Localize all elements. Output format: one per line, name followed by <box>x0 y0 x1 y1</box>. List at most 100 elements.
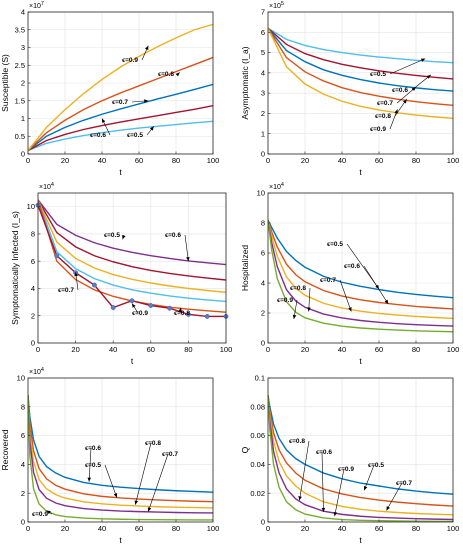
y-exponent-label: ×104 <box>29 367 44 376</box>
y-axis-title: Symptomatically Infected (I_s) <box>10 211 20 325</box>
annotation-eps-0-9: ϵ=0.9 <box>122 57 138 64</box>
annotation-arrowhead <box>411 87 416 92</box>
annotation-eps-0-6: ϵ=0.6 <box>316 449 332 456</box>
x-tick-label: 40 <box>338 156 346 165</box>
x-tick-label: 20 <box>301 345 309 354</box>
annotation-eps-0-6: ϵ=0.6 <box>344 263 360 270</box>
axes-frame <box>267 377 454 523</box>
y-tick-label: 4 <box>21 460 25 469</box>
annotation-arrow <box>339 279 352 312</box>
plot-area <box>38 193 226 343</box>
x-tick-label: 20 <box>71 345 79 354</box>
annotation-arrowhead <box>46 510 51 515</box>
axes-frame <box>267 11 454 155</box>
annotation-arrow <box>396 86 417 104</box>
x-axis-title: t <box>359 167 362 177</box>
y-exponent-label: ×104 <box>269 182 284 191</box>
x-tick-label: 0 <box>26 524 30 533</box>
series-line-eps-0-7 <box>28 83 213 152</box>
x-tick-label: 60 <box>375 524 383 533</box>
annotation-arrow <box>334 468 345 517</box>
y-tick-label: 3 <box>261 89 265 98</box>
annotation-eps-0-7: ϵ=0.7 <box>320 277 336 284</box>
x-tick-label: 100 <box>207 156 220 165</box>
annotation-arrow <box>363 265 389 305</box>
annotation-eps-0-7: ϵ=0.7 <box>377 100 393 107</box>
annotation-arrow <box>386 482 403 511</box>
annotation-arrowhead <box>348 307 352 312</box>
annotation-arrowhead <box>363 485 368 491</box>
y-tick-label: 6 <box>21 431 25 440</box>
annotation-eps-0-5: ϵ=0.5 <box>370 71 386 78</box>
y-tick-label: 1 <box>261 129 265 138</box>
series-line-eps-0-7 <box>28 395 213 514</box>
series-line-eps-0-9 <box>28 23 213 151</box>
y-exponent-label: ×107 <box>29 1 44 10</box>
x-tick-label: 100 <box>220 345 233 354</box>
series-line-eps-0-8 <box>28 56 213 151</box>
x-tick-label: 0 <box>36 345 40 354</box>
y-tick-label: 8 <box>21 402 25 411</box>
annotation-arrowhead <box>333 511 338 517</box>
annotation-arrow <box>147 453 169 512</box>
annotation-eps-0-9: ϵ=0.9 <box>338 466 354 473</box>
y-tick-label: 2 <box>261 109 265 118</box>
y-tick-label: 4 <box>21 8 25 17</box>
x-tick-label: 60 <box>135 524 143 533</box>
x-tick-label: 40 <box>338 524 346 533</box>
y-tick-label: 4 <box>261 279 265 288</box>
y-tick-label: 0 <box>261 518 265 527</box>
series-line-eps-0-6 <box>268 395 453 507</box>
annotation-eps-0-8: ϵ=0.8 <box>289 438 305 445</box>
y-tick-label: 2 <box>261 309 265 318</box>
series-line-eps-0-5 <box>28 120 213 152</box>
x-axis-title: t <box>359 356 362 366</box>
plot-area <box>268 193 453 343</box>
chart-panel-5: 0 20 40 60 80 100 0 2 4 6 8 10 t Recovered ×104 ϵ=0.6 ϵ=… <box>0 367 219 545</box>
annotation-arrowhead <box>149 126 154 131</box>
x-tick-label: 40 <box>98 524 106 533</box>
annotation-arrowhead <box>102 118 106 123</box>
annotation-arrow <box>104 464 118 498</box>
series-line-eps-0-8 <box>268 27 453 107</box>
annotation-eps-0-6: ϵ=0.6 <box>90 132 106 139</box>
series-line-eps-0-6 <box>28 395 213 493</box>
y-axis-title: Susceptible (S) <box>0 54 10 112</box>
x-tick-label: 40 <box>109 345 117 354</box>
data-point <box>167 305 173 311</box>
x-tick-label: 40 <box>98 156 106 165</box>
annotation-eps-0-5: ϵ=0.5 <box>104 232 120 239</box>
y-tick-label: 0 <box>21 518 25 527</box>
annotation-arrow <box>363 464 375 491</box>
annotation-arrowhead <box>113 493 118 498</box>
y-tick-label: 10 <box>257 189 265 198</box>
y-tick-label: 3 <box>21 43 25 52</box>
y-tick-label: 0 <box>261 339 265 348</box>
y-tick-label: 2.5 <box>15 61 25 70</box>
x-tick-label: 0 <box>266 156 270 165</box>
annotation-eps-0-6: ϵ=0.6 <box>165 232 181 239</box>
x-tick-label: 0 <box>26 156 30 165</box>
annotation-eps-0-9: ϵ=0.9 <box>277 297 293 304</box>
data-point <box>185 311 191 317</box>
y-axis-title: Q <box>240 446 250 453</box>
annotation-arrowhead <box>426 74 431 79</box>
y-tick-label: 2 <box>31 311 35 320</box>
annotation-arrow <box>88 447 92 482</box>
x-tick-label: 60 <box>135 156 143 165</box>
y-tick-label: 2 <box>21 79 25 88</box>
y-tick-label: 0.06 <box>250 431 265 440</box>
annotation-arrowhead <box>87 477 92 482</box>
annotation-arrowhead <box>74 272 78 277</box>
series-line-eps-0-7 <box>38 199 226 293</box>
y-tick-label: 0.08 <box>250 402 265 411</box>
y-tick-label: 6 <box>261 249 265 258</box>
series-line-eps-0-8 <box>268 219 453 327</box>
annotation-eps-0-8: ϵ=0.8 <box>174 310 190 317</box>
series-line-eps-0-9 <box>268 395 453 522</box>
axes-frame <box>27 377 214 523</box>
annotation-arrowhead <box>321 507 326 512</box>
annotation-eps-0-9: ϵ=0.9 <box>132 310 148 317</box>
y-axis-title: Recovered <box>0 429 10 470</box>
